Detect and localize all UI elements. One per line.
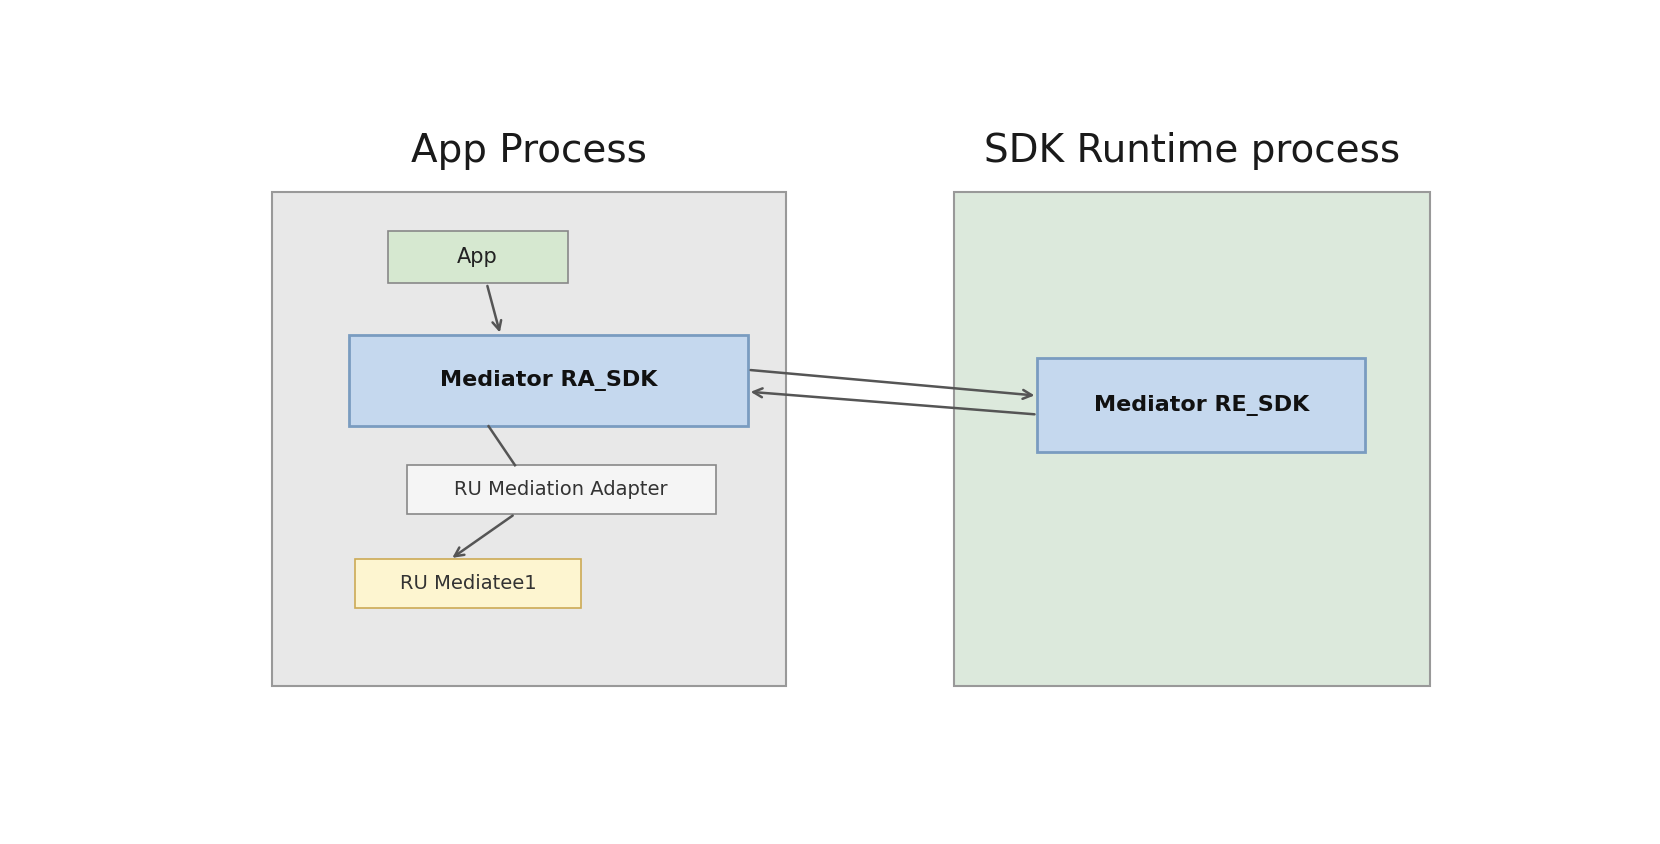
Text: Mediator RA_SDK: Mediator RA_SDK bbox=[440, 371, 657, 392]
FancyBboxPatch shape bbox=[272, 192, 787, 686]
FancyBboxPatch shape bbox=[388, 231, 568, 284]
Text: App Process: App Process bbox=[412, 132, 647, 170]
Text: RU Mediation Adapter: RU Mediation Adapter bbox=[455, 480, 667, 499]
FancyBboxPatch shape bbox=[1038, 358, 1365, 452]
Text: SDK Runtime process: SDK Runtime process bbox=[984, 132, 1399, 170]
Text: RU Mediatee1: RU Mediatee1 bbox=[400, 574, 536, 593]
FancyBboxPatch shape bbox=[953, 192, 1429, 686]
Text: Mediator RE_SDK: Mediator RE_SDK bbox=[1094, 395, 1310, 415]
Text: App: App bbox=[457, 247, 498, 268]
FancyBboxPatch shape bbox=[355, 560, 581, 609]
FancyBboxPatch shape bbox=[349, 335, 747, 426]
FancyBboxPatch shape bbox=[407, 465, 715, 514]
